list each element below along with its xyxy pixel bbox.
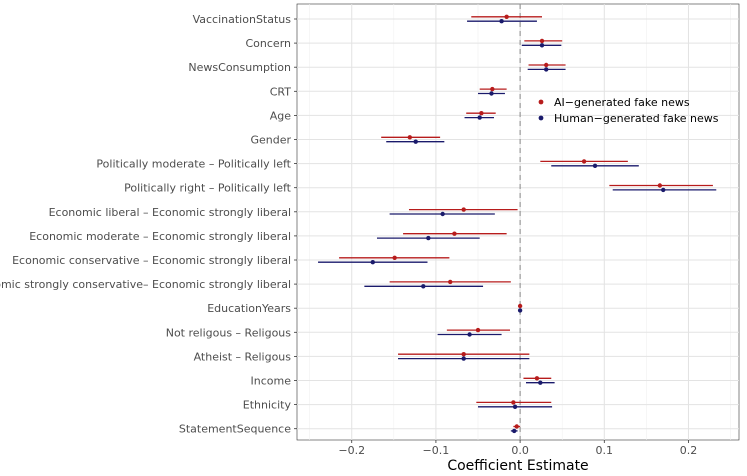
y-tick-label: StatementSequence (179, 423, 291, 436)
estimate-point (426, 235, 431, 241)
estimate-point (475, 327, 481, 333)
x-tick-label: −0.2 (338, 444, 365, 457)
estimate-point (592, 163, 598, 168)
grid-lines (297, 4, 739, 440)
estimate-point (461, 356, 466, 361)
legend-label: AI−generated fake news (554, 96, 690, 109)
estimate-point (504, 14, 509, 19)
y-tick-label: Concern (246, 37, 292, 50)
y-tick-label: Ethnicity (243, 399, 292, 412)
estimate-point (421, 284, 426, 289)
estimate-point (539, 38, 545, 44)
legend-label: Human−generated fake news (554, 112, 719, 125)
estimate-point (534, 376, 540, 381)
estimate-point (370, 260, 375, 265)
estimate-point (517, 303, 523, 309)
y-tick-label: Income (251, 375, 292, 388)
y-tick-label: EducationYears (207, 302, 291, 315)
estimate-point (448, 279, 453, 285)
x-tick-label: 0.2 (680, 444, 698, 457)
estimate-point (477, 115, 482, 120)
estimate-point (581, 159, 587, 164)
y-tick-label: VaccinationStatus (193, 13, 292, 26)
estimate-point (514, 424, 519, 429)
legend-key (538, 99, 544, 105)
estimate-point (392, 255, 397, 260)
y-tick-label: Not religous – Religous (166, 326, 292, 339)
y-tick-label: Economic moderate – Economic strongly li… (29, 230, 291, 243)
series-marks (318, 14, 717, 434)
estimate-point (490, 86, 495, 92)
estimate-point (512, 428, 517, 434)
y-tick-label: Economic liberal – Economic strongly lib… (49, 206, 291, 219)
y-tick-label: CRT (270, 85, 292, 98)
legend: AI−generated fake news Human−generated fa… (538, 96, 719, 125)
estimate-point (452, 231, 457, 236)
panel-background (296, 3, 740, 441)
estimate-point (461, 352, 466, 357)
y-tick-label: Politically moderate – Politically left (96, 158, 291, 171)
estimate-point (489, 91, 494, 96)
estimate-point (511, 400, 516, 405)
y-tick-label: Gender (250, 134, 291, 147)
series-ai-generated (339, 14, 713, 429)
x-tick-label: −0.1 (423, 444, 450, 457)
series-human-generated (318, 19, 717, 434)
x-axis-title: Coefficient Estimate (447, 458, 588, 474)
estimate-point (461, 207, 466, 212)
y-tick-label: NewsConsumption (188, 61, 291, 74)
estimate-point (407, 135, 413, 140)
estimate-point (479, 111, 484, 116)
x-tick-label: 0.0 (511, 444, 529, 457)
y-tick-label: Atheist – Religous (194, 350, 292, 363)
y-tick-labels: VaccinationStatus Concern NewsConsumption C… (0, 13, 297, 436)
estimate-point (657, 183, 663, 188)
estimate-point (661, 187, 666, 193)
estimate-point (499, 19, 504, 24)
estimate-point (440, 211, 445, 217)
estimate-point (413, 139, 418, 144)
legend-key (538, 115, 544, 121)
estimate-point (512, 404, 518, 409)
estimate-point (539, 43, 545, 48)
estimate-point (467, 332, 472, 337)
y-tick-label: Age (270, 109, 292, 122)
y-tick-label: Economic strongly conservative– Economic… (0, 278, 291, 291)
x-tick-labels: −0.2 −0.1 0.0 0.1 0.2 (338, 440, 697, 457)
y-tick-label: Economic conservative – Economic strongl… (12, 254, 291, 267)
estimate-point (538, 380, 543, 385)
y-tick-label: Politically right – Politically left (124, 182, 292, 195)
estimate-point (544, 67, 549, 72)
x-tick-label: 0.1 (596, 444, 614, 457)
estimate-point (544, 62, 549, 68)
estimate-point (517, 308, 523, 313)
